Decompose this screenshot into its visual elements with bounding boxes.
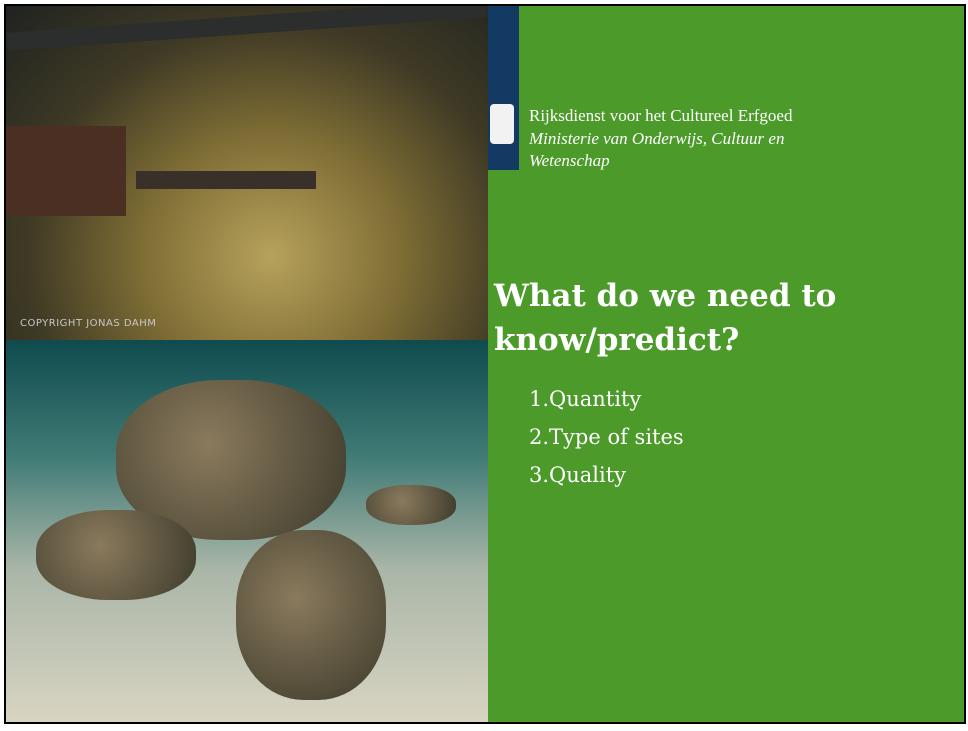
page: COPYRIGHT JONAS DAHM Rijksdienst voor he… xyxy=(0,0,968,731)
logo xyxy=(490,104,514,144)
underwater-rocks-photo xyxy=(6,340,488,722)
agency-ministry: Ministerie van Onderwijs, Cultuur en Wet… xyxy=(529,128,829,172)
logo-strip xyxy=(488,6,519,170)
agency-name: Rijksdienst voor het Cultureel Erfgoed xyxy=(529,106,792,126)
photo-credit: COPYRIGHT JONAS DAHM xyxy=(20,318,156,329)
shipwreck-interior-photo xyxy=(6,6,488,340)
list-item: 3.Quality xyxy=(529,456,684,494)
heading: What do we need to know/predict? xyxy=(494,274,874,362)
slide: COPYRIGHT JONAS DAHM Rijksdienst voor he… xyxy=(4,4,966,724)
list-item: 2.Type of sites xyxy=(529,418,684,456)
list-item: 1.Quantity xyxy=(529,380,684,418)
